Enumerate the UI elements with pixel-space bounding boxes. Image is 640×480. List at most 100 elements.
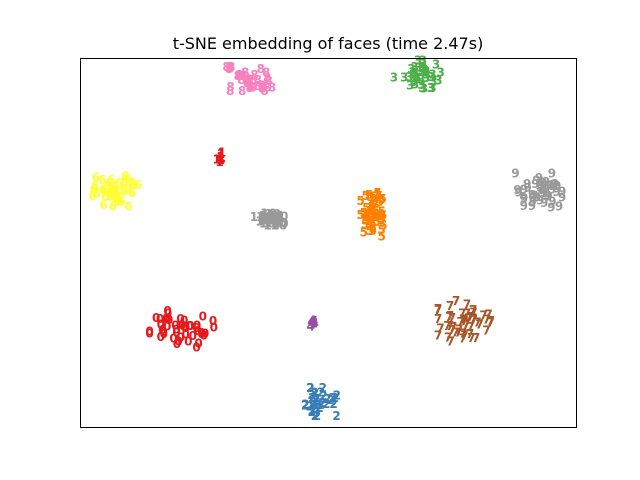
digit-point-9: 9 xyxy=(553,179,561,193)
digit-point-7: 7 xyxy=(460,314,468,328)
digit-point-10: 10 xyxy=(255,215,272,229)
digit-point-0: 0 xyxy=(156,312,164,326)
digit-point-6: 6 xyxy=(124,200,132,214)
digit-point-7: 7 xyxy=(469,303,477,317)
digit-point-4: 4 xyxy=(309,314,317,328)
digit-point-3: 3 xyxy=(420,82,428,96)
digit-point-5: 5 xyxy=(377,212,385,226)
digit-point-6: 6 xyxy=(90,182,98,196)
digit-point-5: 5 xyxy=(379,209,387,223)
digit-point-7: 7 xyxy=(466,310,474,324)
digit-point-5: 5 xyxy=(369,208,377,222)
digit-point-7: 7 xyxy=(446,319,454,333)
digit-point-8: 8 xyxy=(227,60,235,74)
digit-point-3: 3 xyxy=(409,75,417,89)
digit-point-2: 2 xyxy=(319,381,327,395)
digit-point-5: 5 xyxy=(356,208,364,222)
digit-point-8: 8 xyxy=(246,80,254,94)
digit-point-4: 4 xyxy=(310,314,318,328)
digit-point-5: 5 xyxy=(379,218,387,232)
digit-point-0: 0 xyxy=(172,323,180,337)
digit-point-9: 9 xyxy=(511,167,519,181)
digit-point-8: 8 xyxy=(258,82,266,96)
digit-point-8: 8 xyxy=(250,68,258,82)
digit-point-0: 0 xyxy=(157,318,165,332)
digit-point-6: 6 xyxy=(128,186,136,200)
digit-point-3: 3 xyxy=(422,71,430,85)
digit-point-8: 8 xyxy=(226,61,234,75)
digit-point-0: 0 xyxy=(163,312,171,326)
digit-point-6: 6 xyxy=(118,195,126,209)
digit-point-2: 2 xyxy=(301,398,309,412)
digit-point-7: 7 xyxy=(459,331,467,345)
digit-point-5: 5 xyxy=(365,188,373,202)
digit-point-9: 9 xyxy=(549,178,557,192)
digit-point-0: 0 xyxy=(199,309,207,323)
digit-point-10: 10 xyxy=(264,207,281,221)
digit-point-5: 5 xyxy=(373,186,381,200)
digit-point-5: 5 xyxy=(369,199,377,213)
digit-point-9: 9 xyxy=(540,185,548,199)
digit-point-9: 9 xyxy=(539,178,547,192)
digit-point-3: 3 xyxy=(411,66,419,80)
digit-point-3: 3 xyxy=(432,57,440,71)
digit-point-5: 5 xyxy=(375,195,383,209)
digit-point-9: 9 xyxy=(558,185,566,199)
digit-point-10: 10 xyxy=(259,217,276,231)
digit-point-8: 8 xyxy=(226,80,234,94)
digit-point-3: 3 xyxy=(419,56,427,70)
digit-point-7: 7 xyxy=(452,294,460,308)
digit-point-9: 9 xyxy=(536,194,544,208)
digit-point-9: 9 xyxy=(544,178,552,192)
digit-point-5: 5 xyxy=(366,224,374,238)
digit-point-6: 6 xyxy=(111,186,119,200)
digit-point-0: 0 xyxy=(197,326,205,340)
digit-point-8: 8 xyxy=(268,81,276,95)
digit-point-7: 7 xyxy=(446,309,454,323)
digit-point-3: 3 xyxy=(414,60,422,74)
digit-point-0: 0 xyxy=(201,327,209,341)
digit-point-3: 3 xyxy=(423,68,431,82)
digit-point-5: 5 xyxy=(369,198,377,212)
digit-point-3: 3 xyxy=(419,54,427,68)
digit-point-6: 6 xyxy=(99,183,107,197)
digit-point-7: 7 xyxy=(466,327,474,341)
digit-point-10: 10 xyxy=(261,211,278,225)
digit-point-2: 2 xyxy=(307,388,315,402)
digit-point-4: 4 xyxy=(307,319,315,333)
digit-point-0: 0 xyxy=(194,336,202,350)
digit-point-0: 0 xyxy=(200,329,208,343)
digit-point-5: 5 xyxy=(369,224,377,238)
digit-point-6: 6 xyxy=(101,190,109,204)
digit-point-7: 7 xyxy=(475,318,483,332)
digit-point-5: 5 xyxy=(362,201,370,215)
digit-point-0: 0 xyxy=(182,321,190,335)
digit-point-7: 7 xyxy=(434,303,442,317)
digit-point-5: 5 xyxy=(370,190,378,204)
digit-point-1: 1 xyxy=(217,152,225,166)
digit-point-2: 2 xyxy=(332,409,340,423)
digit-point-5: 5 xyxy=(368,200,376,214)
digit-point-9: 9 xyxy=(547,201,555,215)
digit-point-3: 3 xyxy=(411,77,419,91)
digit-point-0: 0 xyxy=(158,323,166,337)
digit-point-3: 3 xyxy=(406,79,414,93)
digit-point-6: 6 xyxy=(102,183,110,197)
digit-point-10: 10 xyxy=(267,211,284,225)
digit-point-6: 6 xyxy=(93,186,101,200)
digit-point-5: 5 xyxy=(370,206,378,220)
digit-point-7: 7 xyxy=(436,321,444,335)
digit-point-2: 2 xyxy=(311,409,319,423)
digit-point-10: 10 xyxy=(260,212,277,226)
digit-point-0: 0 xyxy=(159,325,167,339)
digit-point-9: 9 xyxy=(530,189,538,203)
digit-point-0: 0 xyxy=(210,321,218,335)
digit-point-3: 3 xyxy=(418,81,426,95)
digit-point-8: 8 xyxy=(258,79,266,93)
digit-point-0: 0 xyxy=(186,319,194,333)
digit-point-0: 0 xyxy=(192,341,200,355)
digit-point-7: 7 xyxy=(457,315,465,329)
digit-point-2: 2 xyxy=(308,404,316,418)
digit-point-7: 7 xyxy=(470,313,478,327)
